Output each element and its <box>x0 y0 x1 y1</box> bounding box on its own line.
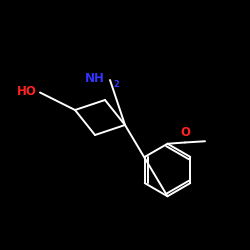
Text: HO: HO <box>16 85 36 98</box>
Text: O: O <box>180 126 190 139</box>
Text: NH: NH <box>85 72 105 85</box>
Text: 2: 2 <box>113 80 119 89</box>
